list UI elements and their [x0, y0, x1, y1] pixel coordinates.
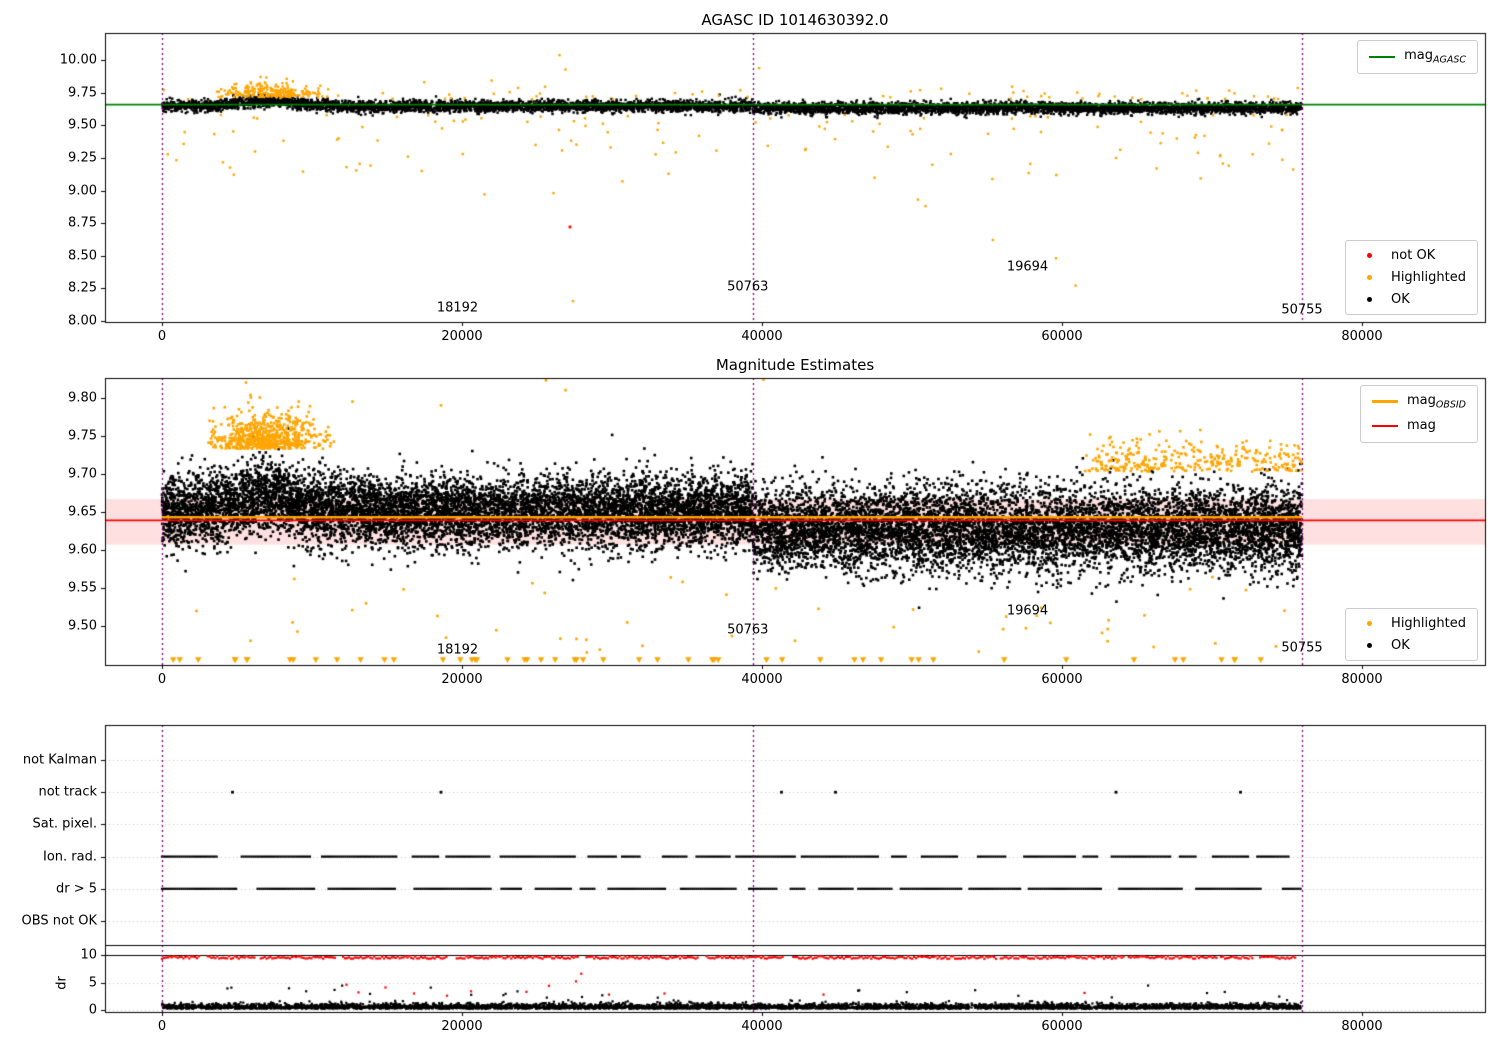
plot2-title: Magnitude Estimates [715, 356, 875, 374]
plot2-point-legend: Highlighted OK [1345, 608, 1478, 661]
legend-item-highlighted: Highlighted [1357, 616, 1466, 631]
plot2-y-tick-label: 9.55 [68, 580, 97, 596]
obsid-annotation: 19694 [1006, 259, 1049, 275]
legend-item-mag-obsid: magOBSID [1371, 393, 1466, 411]
flag-row-label: OBS not OK [21, 913, 98, 929]
mag-obsid-line-swatch [1371, 400, 1398, 404]
obsid-annotation: 50763 [727, 622, 769, 638]
legend-item-ok: OK [1357, 292, 1466, 307]
obsid-annotation: 50755 [1281, 640, 1323, 656]
obsid-annotation: 18192 [436, 642, 479, 658]
plot1-y-tick-label: 9.50 [68, 117, 97, 133]
legend-item-label: mag [1407, 418, 1436, 436]
dr-axis-label: dr [54, 975, 70, 990]
plot2-y-tick-label: 9.50 [68, 618, 97, 634]
mag-agasc-line-swatch [1369, 55, 1396, 58]
not-ok-marker-swatch [1367, 253, 1373, 258]
legend-item-not-ok: not OK [1357, 248, 1466, 263]
legend-label-subscript: AGASC [1432, 54, 1466, 66]
plot2-y-tick-label: 9.60 [68, 542, 97, 558]
legend-label-text: mag [1406, 393, 1436, 408]
obsid-annotation: 50755 [1281, 302, 1323, 318]
plot2-line-legend: magOBSID mag [1359, 385, 1478, 444]
plot3-x-tick-label: 40000 [741, 1019, 783, 1034]
plot2-y-tick-label: 9.75 [68, 428, 97, 444]
ok-marker-swatch [1367, 297, 1373, 302]
plot1-y-tick-label: 9.75 [68, 85, 97, 101]
plot2-y-tick-label: 9.70 [68, 466, 97, 482]
obsid-annotation: 18192 [436, 300, 479, 316]
dr-y-tick-label: 0 [88, 1002, 97, 1018]
flag-row-label: dr > 5 [55, 881, 97, 897]
flag-row-label: Ion. rad. [43, 849, 97, 865]
dr-y-tick-label: 10 [80, 947, 97, 963]
legend-item-label: OK [1391, 638, 1410, 653]
mag-line-swatch [1371, 425, 1398, 428]
legend-item-mag: mag [1371, 418, 1466, 436]
plot1-x-tick-label: 0 [157, 329, 167, 344]
legend-label-text: mag [1406, 417, 1436, 433]
plot3-x-tick-label: 20000 [441, 1019, 483, 1034]
plot2-y-tick-label: 9.65 [68, 504, 97, 520]
plot2-x-tick-label: 40000 [741, 672, 783, 687]
plot1-x-tick-label: 60000 [1041, 329, 1083, 344]
plot1-y-tick-label: 8.00 [68, 313, 97, 329]
flag-row-label: Sat. pixel. [32, 816, 97, 832]
ok-marker-swatch [1367, 643, 1373, 648]
plot2-x-tick-label: 20000 [441, 672, 483, 687]
plot1-y-tick-label: 8.50 [68, 248, 97, 264]
plot2-x-tick-label: 60000 [1041, 672, 1083, 687]
plot1-y-tick-label: 9.25 [68, 150, 97, 166]
plot1-x-tick-label: 80000 [1341, 329, 1383, 344]
obsid-annotation: 50763 [727, 279, 769, 295]
legend-item-label: not OK [1391, 248, 1436, 263]
plot3-x-tick-label: 60000 [1041, 1019, 1083, 1034]
legend-item-label: Highlighted [1391, 616, 1466, 631]
flag-row-label: not track [38, 784, 97, 800]
highlighted-marker-swatch [1367, 275, 1373, 280]
plot1-x-tick-label: 20000 [441, 329, 483, 344]
plot2-x-tick-label: 80000 [1341, 672, 1383, 687]
plot1-title: AGASC ID 1014630392.0 [701, 11, 889, 29]
obsid-annotation: 19694 [1006, 603, 1049, 619]
legend-label-text: mag [1404, 48, 1433, 63]
plot3-x-tick-label: 0 [157, 1019, 167, 1034]
plot1-y-tick-label: 8.75 [68, 215, 97, 231]
plot1-y-tick-label: 8.25 [68, 280, 97, 296]
legend-item-ok: OK [1357, 638, 1466, 653]
legend-label-subscript: OBSID [1435, 399, 1466, 411]
plot1-point-legend: not OK Highlighted OK [1345, 240, 1478, 315]
plot1-y-tick-label: 9.00 [68, 183, 97, 199]
plot2-y-tick-label: 9.80 [68, 390, 97, 406]
plot3-x-tick-label: 80000 [1341, 1019, 1383, 1034]
legend-item-mag-agasc: magAGASC [1369, 48, 1466, 66]
legend-item-label: magAGASC [1404, 48, 1466, 66]
legend-item-label: Highlighted [1391, 270, 1466, 285]
plot1-x-tick-label: 40000 [741, 329, 783, 344]
legend-item-highlighted: Highlighted [1357, 270, 1466, 285]
flag-row-label: not Kalman [22, 752, 97, 768]
legend-item-label: OK [1391, 292, 1410, 307]
plot1-y-tick-label: 10.00 [59, 52, 97, 68]
plot1-line-legend: magAGASC [1357, 40, 1478, 74]
highlighted-marker-swatch [1367, 621, 1373, 626]
dr-y-tick-label: 5 [88, 975, 97, 990]
legend-item-label: magOBSID [1407, 393, 1466, 411]
plot2-x-tick-label: 0 [157, 672, 167, 687]
